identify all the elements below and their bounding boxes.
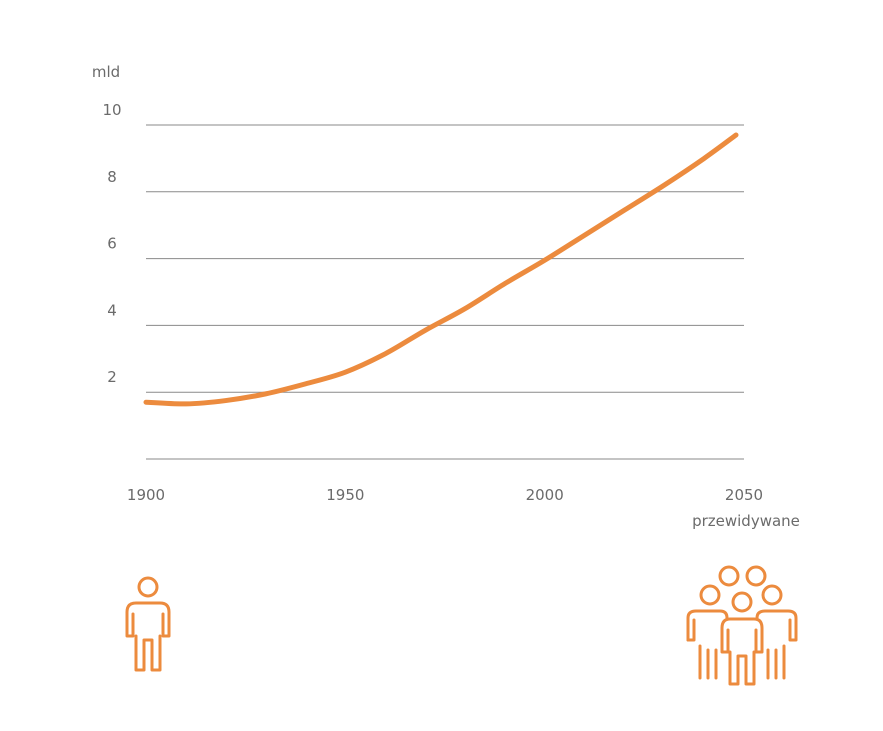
y-tick-label: 8: [107, 168, 117, 186]
group-of-people-icon: [686, 565, 798, 686]
x-tick-label: 1900: [127, 486, 165, 504]
y-tick-label: 10: [102, 101, 121, 119]
y-tick-label: 6: [107, 235, 117, 253]
x-tick-label: 1950: [326, 486, 364, 504]
series-lines: [143, 132, 739, 407]
single-person-icon: [125, 576, 171, 672]
x-tick-label: 2000: [526, 486, 564, 504]
y-tick-labels: 2 4 6 8 10: [102, 101, 121, 386]
x-tick-label: 2050: [725, 486, 763, 504]
y-tick-label: 2: [107, 368, 117, 386]
gridlines: [146, 124, 744, 460]
y-axis-unit-label: mld: [92, 63, 120, 81]
x-axis-note: przewidywane: [692, 512, 800, 530]
series-line-population: [143, 132, 739, 407]
x-tick-labels: 1900 1950 2000 2050: [127, 486, 763, 504]
y-tick-label: 4: [107, 301, 117, 319]
